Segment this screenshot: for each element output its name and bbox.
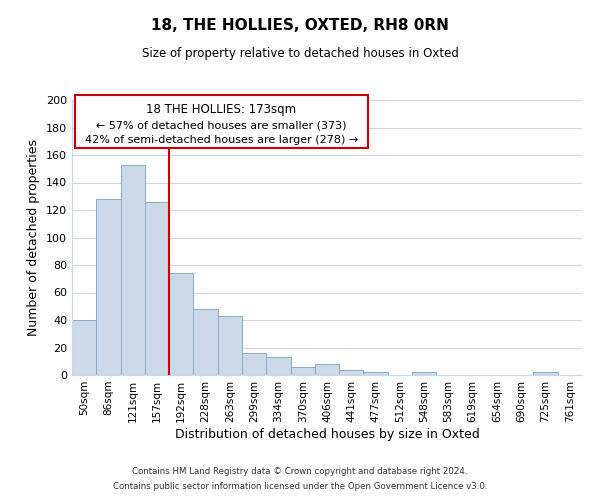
Bar <box>315 364 339 375</box>
Text: Contains public sector information licensed under the Open Government Licence v3: Contains public sector information licen… <box>113 482 487 491</box>
Bar <box>96 199 121 375</box>
Text: ← 57% of detached houses are smaller (373): ← 57% of detached houses are smaller (37… <box>96 120 346 130</box>
Bar <box>121 164 145 375</box>
Bar <box>242 353 266 375</box>
X-axis label: Distribution of detached houses by size in Oxted: Distribution of detached houses by size … <box>175 428 479 440</box>
Bar <box>533 372 558 375</box>
Bar <box>364 372 388 375</box>
Bar <box>412 372 436 375</box>
FancyBboxPatch shape <box>74 94 368 148</box>
Text: 42% of semi-detached houses are larger (278) →: 42% of semi-detached houses are larger (… <box>85 134 358 144</box>
Text: Contains HM Land Registry data © Crown copyright and database right 2024.: Contains HM Land Registry data © Crown c… <box>132 467 468 476</box>
Bar <box>72 320 96 375</box>
Bar <box>145 202 169 375</box>
Bar <box>290 367 315 375</box>
Text: 18, THE HOLLIES, OXTED, RH8 0RN: 18, THE HOLLIES, OXTED, RH8 0RN <box>151 18 449 32</box>
Bar <box>193 309 218 375</box>
Text: 18 THE HOLLIES: 173sqm: 18 THE HOLLIES: 173sqm <box>146 103 296 116</box>
Bar <box>339 370 364 375</box>
Y-axis label: Number of detached properties: Number of detached properties <box>28 139 40 336</box>
Text: Size of property relative to detached houses in Oxted: Size of property relative to detached ho… <box>142 48 458 60</box>
Bar <box>218 316 242 375</box>
Bar <box>266 357 290 375</box>
Bar <box>169 273 193 375</box>
